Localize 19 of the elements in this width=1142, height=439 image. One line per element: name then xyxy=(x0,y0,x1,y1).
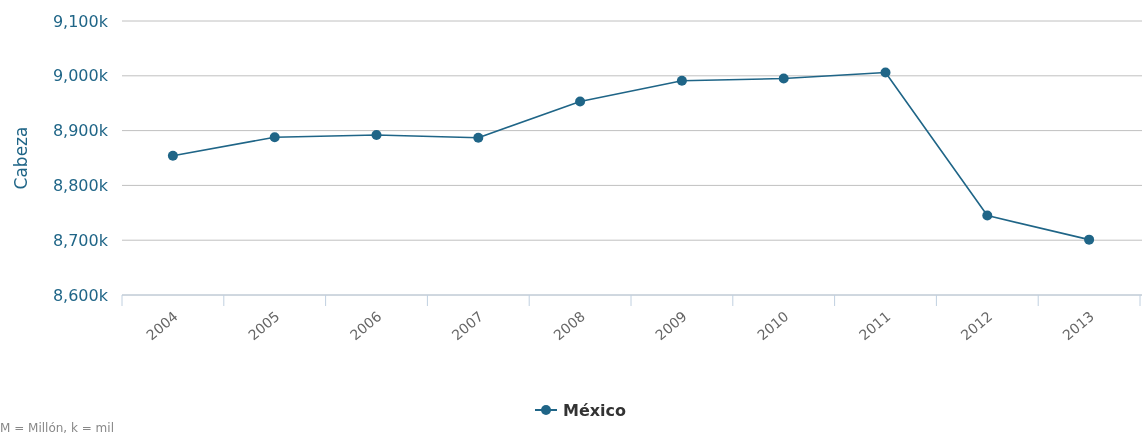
point xyxy=(676,75,687,86)
y-tick-label: 9,100k xyxy=(52,11,109,31)
y-tick-label: 8,800k xyxy=(52,176,109,195)
y-tick-label: 8,700k xyxy=(52,230,109,250)
point xyxy=(167,150,178,161)
point xyxy=(778,73,789,84)
point xyxy=(982,210,993,221)
y-tick-label: 9,000k xyxy=(52,66,109,86)
point xyxy=(1084,234,1095,245)
point xyxy=(371,129,382,140)
point xyxy=(880,67,891,78)
y-axis-title: Cabeza xyxy=(11,126,31,190)
y-tick-label: 8,900k xyxy=(52,121,109,141)
point xyxy=(269,132,280,143)
point xyxy=(473,132,484,143)
point xyxy=(575,96,586,107)
text: M = Millón, k = mil xyxy=(0,421,114,435)
y-tick-label: 8,600k xyxy=(52,285,109,305)
legend-label: México xyxy=(563,400,627,420)
